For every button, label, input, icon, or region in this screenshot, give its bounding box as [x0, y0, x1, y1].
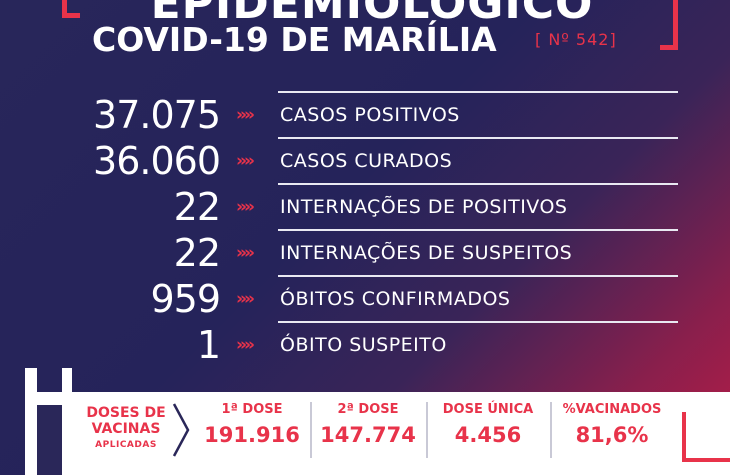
vaccine-title-line3: APLICADAS — [95, 440, 157, 450]
stat-label: CASOS CURADOS — [280, 150, 453, 172]
vaccine-col-value: 81,6% — [575, 423, 649, 447]
double-chevron-icon: »» — [236, 105, 255, 125]
vaccine-col-head: 1ª DOSE — [221, 402, 283, 417]
chevron-right-icon — [172, 403, 190, 457]
vaccine-col-value: 191.916 — [204, 423, 300, 447]
double-chevron-icon: »» — [236, 289, 255, 309]
panel-frame-left — [25, 368, 37, 475]
stat-divider — [278, 321, 678, 323]
stat-divider — [278, 91, 678, 93]
double-chevron-icon: »» — [236, 243, 255, 263]
header-subtitle: COVID-19 DE MARÍLIA — [92, 20, 497, 59]
stat-divider — [278, 229, 678, 231]
header-bracket-right — [660, 0, 678, 50]
stat-label: INTERNAÇÕES DE SUSPEITOS — [280, 242, 573, 264]
stat-value: 37.075 — [93, 93, 221, 137]
stat-value: 959 — [150, 277, 221, 321]
vaccine-title: DOSES DE VACINAS APLICADAS — [80, 405, 172, 453]
stat-value: 1 — [196, 323, 221, 367]
double-chevron-icon: »» — [236, 335, 255, 355]
stat-row-confirmed-deaths: 959 »» ÓBITOS CONFIRMADOS — [0, 275, 730, 322]
stat-label: INTERNAÇÕES DE POSITIVOS — [280, 196, 568, 218]
stat-label: CASOS POSITIVOS — [280, 104, 460, 126]
stat-row-suspect-hospitalizations: 22 »» INTERNAÇÕES DE SUSPEITOS — [0, 229, 730, 276]
header-bracket-left — [62, 0, 80, 18]
double-chevron-icon: »» — [236, 151, 255, 171]
vaccine-divider — [426, 402, 428, 458]
vaccine-title-line1: DOSES DE — [86, 405, 166, 421]
stat-divider — [278, 183, 678, 185]
stat-divider — [278, 137, 678, 139]
stat-row-positive-cases: 37.075 »» CASOS POSITIVOS — [0, 91, 730, 138]
stat-divider — [278, 275, 678, 277]
header-title: EPIDEMIOLÓGICO — [150, 0, 594, 29]
vaccine-col-value: 4.456 — [454, 423, 522, 447]
stat-value: 36.060 — [93, 139, 221, 183]
vaccine-col-second-dose: 2ª DOSE 147.774 — [312, 402, 424, 447]
vaccine-col-value: 147.774 — [320, 423, 416, 447]
stat-label: ÓBITOS CONFIRMADOS — [280, 288, 511, 310]
vaccine-divider — [550, 402, 552, 458]
panel-frame-notch — [37, 405, 62, 475]
stat-value: 22 — [173, 185, 221, 229]
vaccine-col-head: 2ª DOSE — [337, 402, 399, 417]
vaccine-col-head: %VACINADOS — [562, 402, 662, 417]
vaccine-panel — [25, 392, 730, 475]
double-chevron-icon: »» — [236, 197, 255, 217]
panel-frame-right — [62, 368, 72, 475]
vaccine-col-first-dose: 1ª DOSE 191.916 — [196, 402, 308, 447]
bulletin-number: [ Nº 542] — [535, 30, 617, 49]
stat-row-cured-cases: 36.060 »» CASOS CURADOS — [0, 137, 730, 184]
vaccine-col-percent-vaccinated: %VACINADOS 81,6% — [552, 402, 672, 447]
vaccine-divider — [310, 402, 312, 458]
vaccine-title-line2: VACINAS — [91, 421, 161, 437]
stat-row-suspect-death: 1 »» ÓBITO SUSPEITO — [0, 321, 730, 368]
stat-row-positive-hospitalizations: 22 »» INTERNAÇÕES DE POSITIVOS — [0, 183, 730, 230]
decorative-corner — [682, 412, 730, 462]
stat-value: 22 — [173, 231, 221, 275]
vaccine-col-head: DOSE ÚNICA — [442, 402, 534, 417]
vaccine-col-single-dose: DOSE ÚNICA 4.456 — [428, 402, 548, 447]
stat-label: ÓBITO SUSPEITO — [280, 334, 447, 356]
